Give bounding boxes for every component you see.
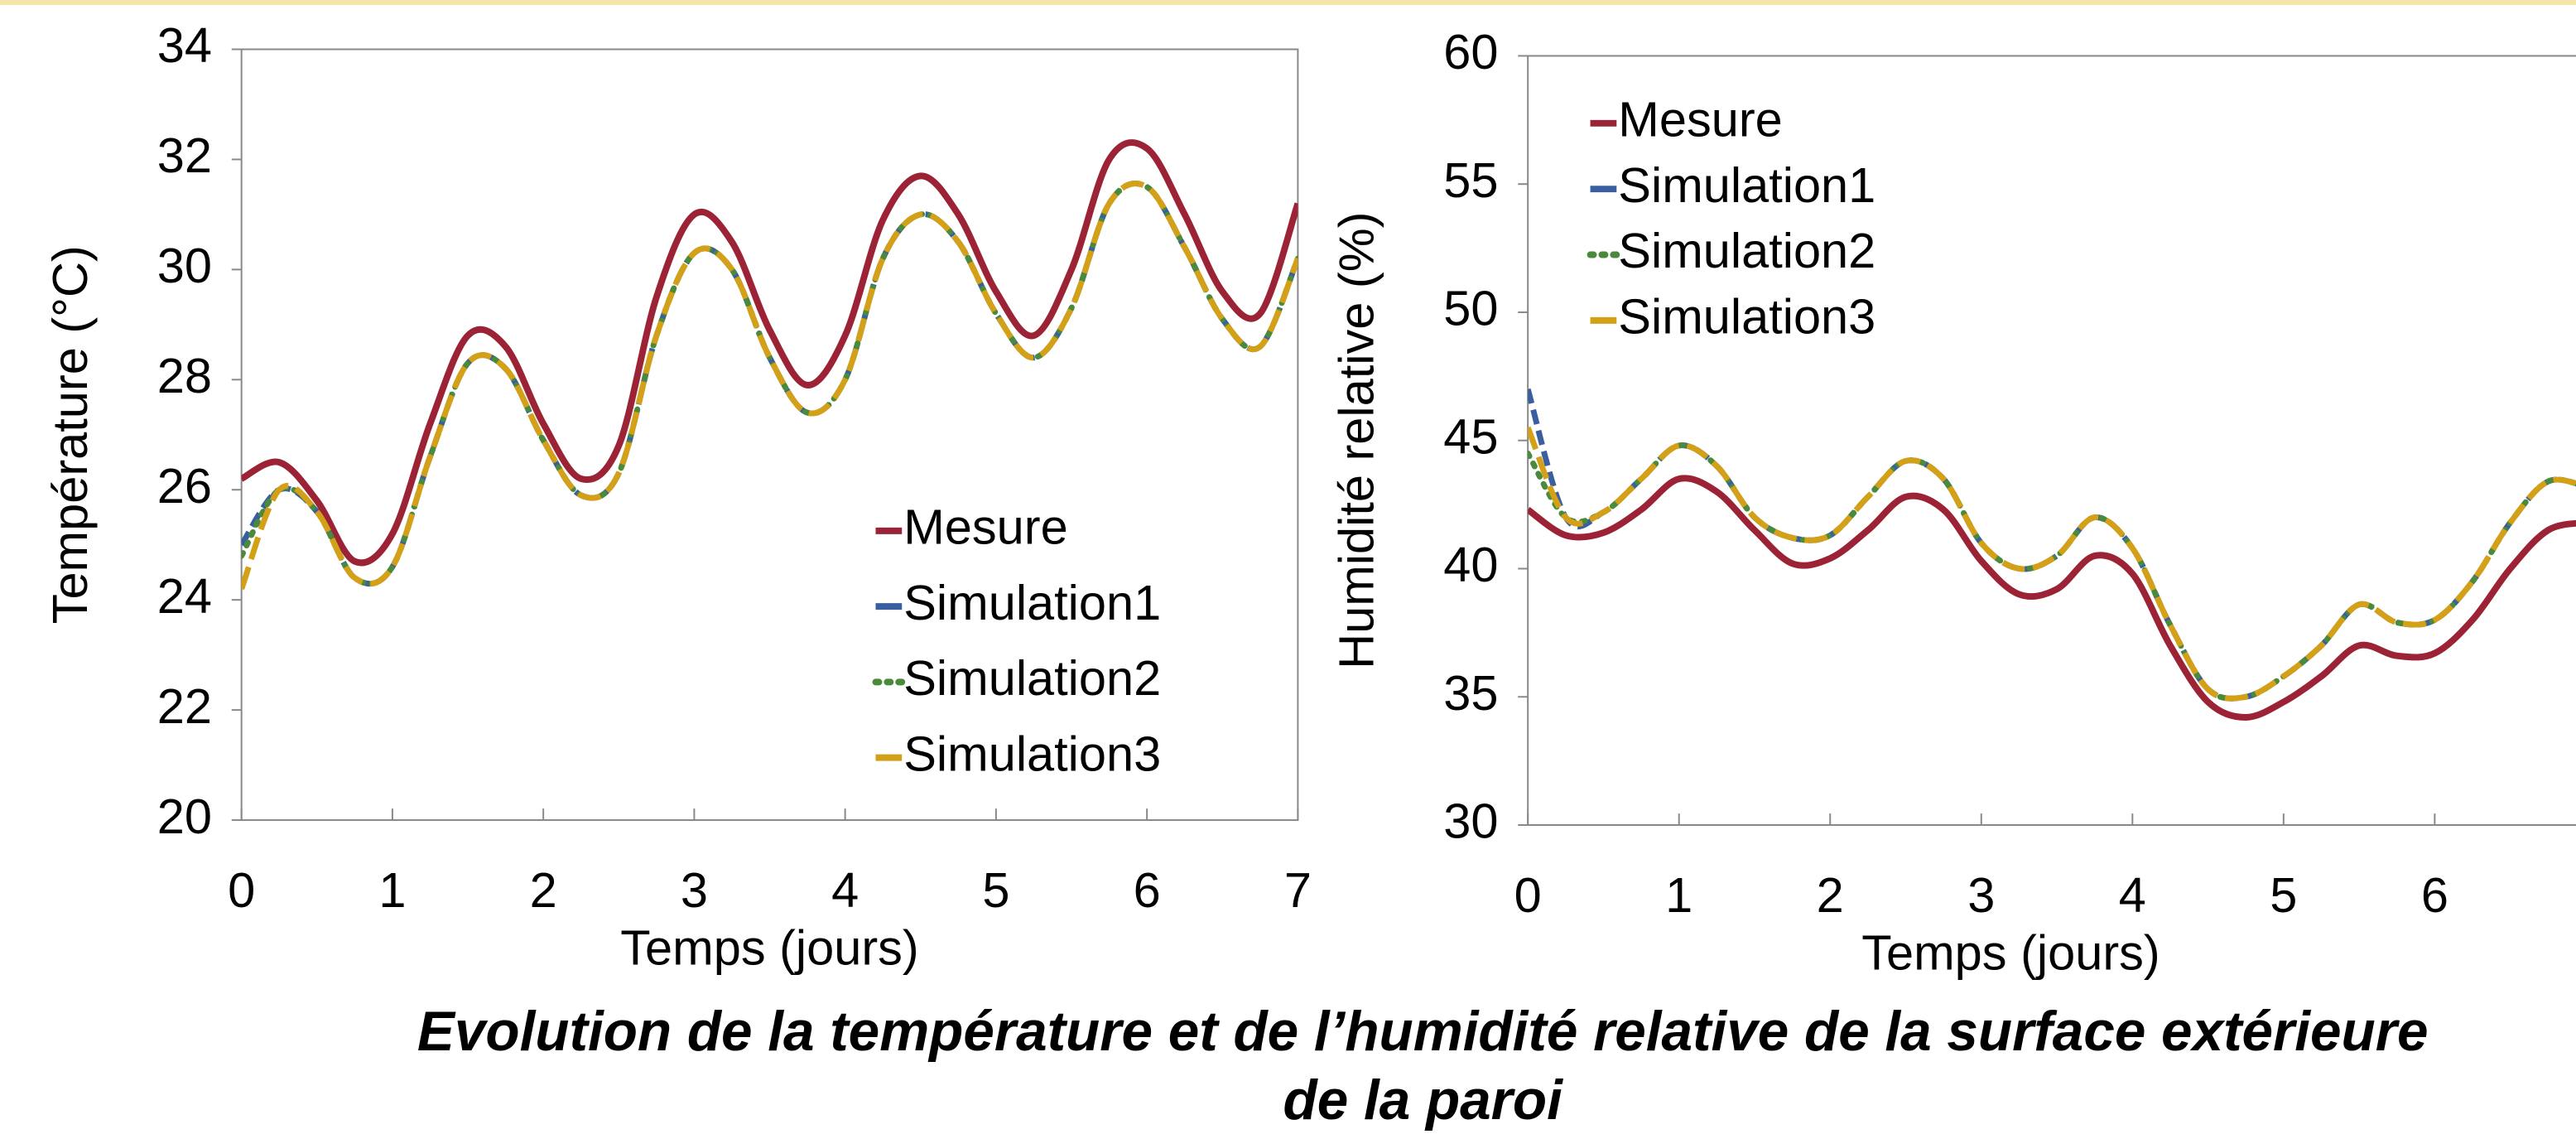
y-tick-label: 35 [1443, 665, 1498, 721]
x-axis-label: Temps (jours) [620, 919, 918, 975]
x-tick-label: 0 [1514, 867, 1542, 923]
y-tick-label: 30 [157, 238, 212, 293]
series-line [241, 181, 1298, 591]
plot-frame [240, 48, 1299, 822]
legend-label: Simulation2 [903, 650, 1161, 706]
y-tick-label: 28 [157, 348, 212, 403]
y-tick-label: 20 [157, 789, 212, 844]
x-tick-label: 2 [1817, 867, 1844, 923]
y-tick-label: 45 [1443, 408, 1498, 464]
y-tick-label: 60 [1443, 24, 1498, 80]
y-tick-label: 40 [1443, 537, 1498, 592]
y-axis-label: Humidité relative (%) [1329, 212, 1384, 669]
top-strip [0, 0, 2576, 5]
series-line [1528, 442, 2576, 702]
y-tick-label: 30 [1443, 794, 1498, 849]
x-tick-label: 4 [2119, 867, 2146, 923]
legend-label: Simulation1 [903, 575, 1161, 630]
series-line [1528, 426, 2576, 702]
legend-label: Simulation3 [1618, 289, 1875, 345]
x-tick-label: 3 [681, 862, 708, 918]
x-axis-label: Temps (jours) [1861, 924, 2160, 980]
series-line [1528, 475, 2576, 721]
x-tick-label: 7 [1284, 862, 1312, 918]
legend-label: Simulation2 [1618, 223, 1875, 278]
legend-label: Simulation3 [903, 726, 1161, 781]
legend-label: Mesure [903, 499, 1067, 555]
caption: Evolution de la température et de l’humi… [417, 1001, 2429, 1063]
caption: de la paroi [1283, 1069, 1564, 1132]
x-tick-label: 5 [982, 862, 1009, 918]
x-tick-label: 6 [2421, 867, 2448, 923]
x-tick-label: 6 [1134, 862, 1161, 918]
x-tick-label: 1 [378, 862, 406, 918]
series-line [1528, 388, 2576, 702]
y-tick-label: 50 [1443, 281, 1498, 336]
y-axis-label: Température (°C) [42, 245, 98, 624]
x-tick-label: 5 [2270, 867, 2297, 923]
y-tick-label: 26 [157, 458, 212, 514]
x-tick-label: 4 [831, 862, 859, 918]
y-tick-label: 34 [157, 17, 212, 73]
x-tick-label: 2 [530, 862, 557, 918]
y-tick-label: 55 [1443, 152, 1498, 208]
legend-label: Simulation1 [1618, 157, 1875, 213]
x-tick-label: 1 [1665, 867, 1692, 923]
y-tick-label: 24 [157, 568, 212, 624]
y-tick-label: 32 [157, 128, 212, 183]
legend-label: Mesure [1618, 92, 1782, 147]
x-tick-label: 0 [228, 862, 255, 918]
y-tick-label: 22 [157, 678, 212, 734]
series-line [241, 139, 1298, 567]
x-tick-label: 3 [1967, 867, 1995, 923]
